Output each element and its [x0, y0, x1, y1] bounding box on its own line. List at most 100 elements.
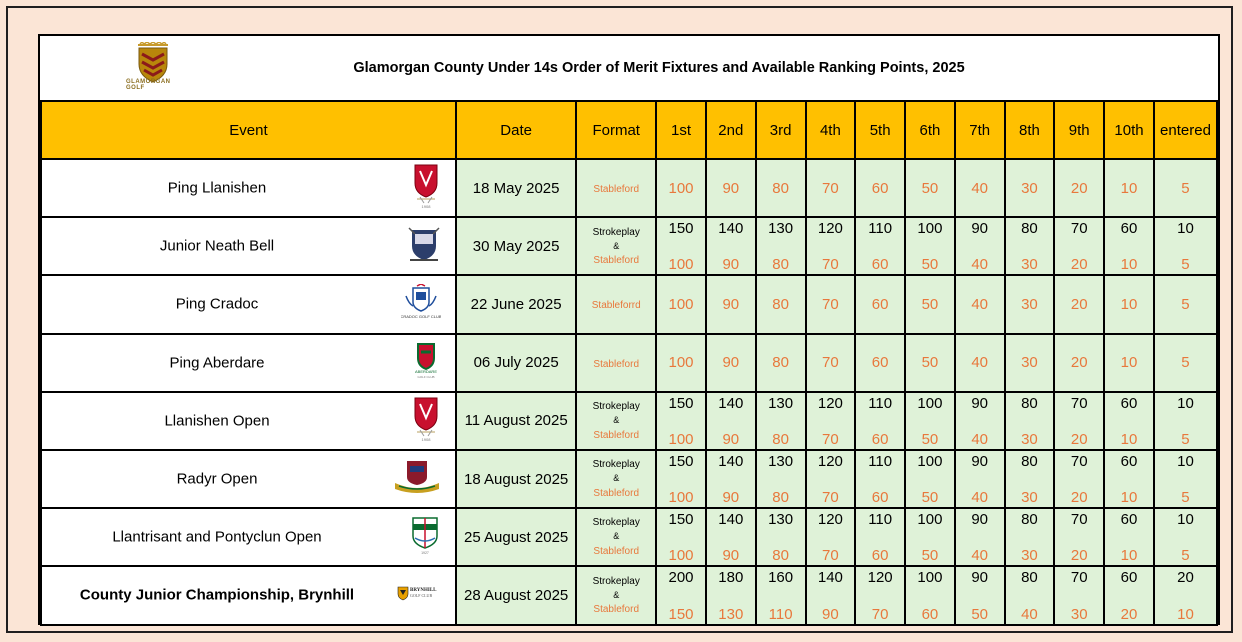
points-cell-entered: 20 10 — [1152, 565, 1219, 626]
stableford-points: 50 — [971, 605, 989, 623]
points-cell-3rd: 80 — [754, 332, 807, 393]
strokeplay-points: 80 — [1021, 511, 1038, 529]
points-cell-entered: 10 5 — [1152, 216, 1219, 277]
points-cell-7th: 40 — [953, 274, 1006, 335]
format-label: Stableford — [593, 429, 640, 441]
stableford-points: 40 — [971, 489, 989, 507]
points-cell-5th: 110 60 — [854, 507, 907, 568]
col-header-1st: 1st — [655, 100, 707, 160]
table-row: Ping Cradoc CRADOC GOLF CLUB 22 June 2025 S… — [40, 274, 1219, 335]
event-cell: Junior Neath Bell — [40, 216, 457, 277]
col-header-format: Format — [575, 100, 658, 160]
title-row: GLAMORGAN GOLF Glamorgan County Under 14… — [40, 36, 1218, 102]
format-label: Stableford — [593, 487, 640, 499]
format-label: Stableford — [593, 604, 640, 616]
stableford-points: 20 — [1070, 256, 1088, 274]
points-cell-entered: 10 5 — [1152, 448, 1219, 510]
points-cell-3rd: 160 110 — [754, 565, 807, 626]
points-cell-1st: 200 150 — [655, 565, 707, 626]
points-cell-10th: 60 10 — [1103, 390, 1155, 451]
table-row: Llantrisant and Pontyclun Open 1927 25 Aug… — [40, 507, 1219, 568]
points-cell-7th: 90 40 — [953, 390, 1006, 451]
format-separator: & — [613, 589, 620, 600]
points-cell-entered: 5 — [1152, 157, 1219, 219]
points-cell-9th: 70 20 — [1053, 390, 1106, 451]
stableford-points: 10 — [1177, 605, 1194, 623]
strokeplay-points: 200 — [668, 569, 694, 587]
points-cell-1st: 100 — [655, 157, 707, 219]
format-separator: & — [613, 415, 620, 426]
stableford-points: 70 — [871, 605, 889, 623]
format-separator: & — [613, 473, 620, 484]
format-label: Stableford — [593, 545, 640, 557]
strokeplay-points: 130 — [768, 511, 794, 529]
event-name: Ping Llanishen — [167, 179, 267, 197]
table-row: County Junior Championship, Brynhill BRYN… — [40, 565, 1219, 626]
stableford-points: 5 — [1181, 489, 1190, 507]
strokeplay-points: 80 — [1021, 569, 1038, 587]
points-cell-5th: 120 70 — [854, 565, 907, 626]
points-cell-5th: 110 60 — [854, 390, 907, 451]
strokeplay-points: 70 — [1070, 511, 1088, 529]
table-row: Junior Neath Bell 30 May 2025 Strokeplay & S… — [40, 216, 1219, 277]
points-cell-5th: 60 — [854, 274, 907, 335]
stableford-points: 80 — [772, 256, 789, 274]
points-cell-5th: 110 60 — [854, 216, 907, 277]
event-name: Ping Cradoc — [175, 295, 259, 313]
points-cell-entered: 5 — [1152, 274, 1219, 335]
strokeplay-points: 70 — [1070, 220, 1088, 238]
points-cell-1st: 150 100 — [655, 216, 707, 277]
strokeplay-points: 120 — [817, 220, 843, 238]
strokeplay-points: 180 — [718, 569, 744, 587]
points-cell-1st: 100 — [655, 274, 707, 335]
points-cell-10th: 60 10 — [1103, 507, 1155, 568]
points-cell-5th: 60 — [854, 332, 907, 393]
stableford-points: 40 — [1021, 605, 1038, 623]
strokeplay-points: 80 — [1021, 452, 1038, 470]
stableford-points: 60 — [871, 256, 889, 274]
event-cell: Ping Cradoc CRADOC GOLF CLUB — [40, 274, 457, 335]
date-cell: 25 August 2025 — [454, 507, 578, 568]
stableford-points: 10 — [1120, 256, 1138, 274]
format-cell: Strokeplay & Stableford — [575, 448, 658, 510]
strokeplay-points: 60 — [1120, 569, 1138, 587]
points-cell-9th: 20 — [1053, 332, 1106, 393]
strokeplay-points: 90 — [971, 569, 989, 587]
stableford-points: 30 — [1021, 256, 1038, 274]
svg-text:ABERDARE: ABERDARE — [415, 369, 437, 374]
strokeplay-points: 140 — [718, 220, 744, 238]
stableford-points: 100 — [668, 547, 694, 565]
strokeplay-points: 110 — [868, 452, 893, 470]
points-cell-1st: 150 100 — [655, 390, 707, 451]
stableford-points: 50 — [921, 489, 939, 507]
strokeplay-points: 110 — [868, 394, 893, 412]
fixtures-sheet: GLAMORGAN GOLF Glamorgan County Under 14… — [38, 34, 1220, 626]
points-cell-8th: 80 40 — [1003, 565, 1056, 626]
strokeplay-points: 60 — [1120, 220, 1138, 238]
llantrisant-crest-icon: 1927 — [409, 514, 441, 560]
points-cell-7th: 40 — [953, 157, 1006, 219]
points-cell-9th: 20 — [1053, 157, 1106, 219]
points-cell-10th: 60 10 — [1103, 216, 1155, 277]
date-cell: 22 June 2025 — [454, 274, 578, 335]
strokeplay-points: 70 — [1070, 569, 1088, 587]
col-header-3rd: 3rd — [754, 100, 807, 160]
points-cell-10th: 60 20 — [1103, 565, 1155, 626]
stableford-points: 80 — [772, 547, 789, 565]
points-cell-6th: 100 50 — [904, 390, 956, 451]
strokeplay-points: 140 — [817, 569, 843, 587]
strokeplay-points: 160 — [768, 569, 794, 587]
format-cell: Strokeplay & Stableford — [575, 507, 658, 568]
format-separator: & — [613, 531, 620, 542]
format-cell: Stableforrd — [575, 274, 658, 335]
points-cell-4th: 70 — [804, 332, 857, 393]
format-label: Strokeplay — [592, 401, 640, 413]
page-title: Glamorgan County Under 14s Order of Meri… — [353, 60, 965, 76]
strokeplay-points: 100 — [917, 452, 943, 470]
format-label: Stableford — [593, 255, 640, 267]
points-cell-6th: 50 — [904, 274, 956, 335]
stableford-points: 10 — [1120, 547, 1138, 565]
stableford-points: 30 — [1070, 605, 1088, 623]
strokeplay-points: 90 — [971, 452, 989, 470]
glamorgan-golf-logo-icon — [128, 40, 178, 88]
